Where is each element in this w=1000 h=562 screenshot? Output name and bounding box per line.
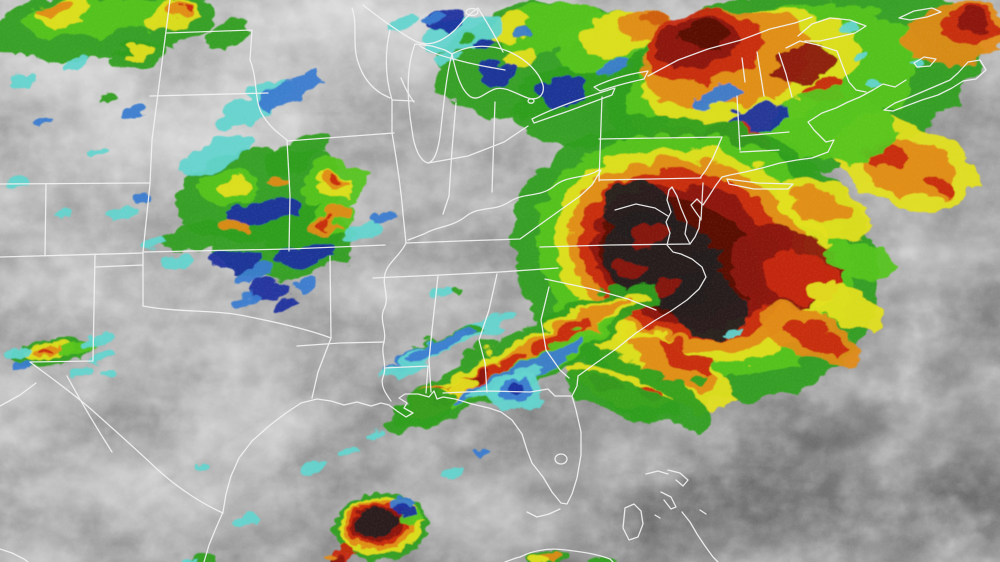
coastlines xyxy=(0,7,987,562)
state-borders xyxy=(0,0,790,514)
great-lakes-outlines xyxy=(362,4,649,164)
